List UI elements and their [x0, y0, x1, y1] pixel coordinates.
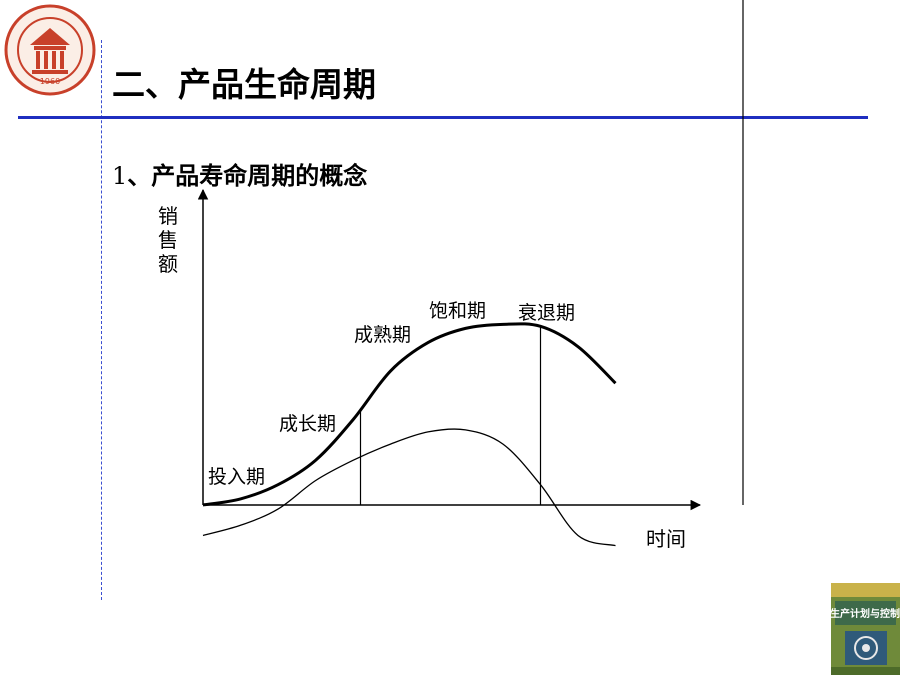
svg-text:生产计划与控制: 生产计划与控制: [831, 607, 900, 620]
section-heading: 1、产品寿命周期的概念: [112, 156, 367, 191]
stage-label-decline: 衰退期: [518, 302, 576, 324]
x-axis-label: 时间: [646, 527, 686, 551]
stage-label-saturation: 饱和期: [429, 300, 487, 322]
stage-label-maturity: 成熟期: [354, 324, 412, 346]
stage-label-introduction: 投入期: [208, 466, 266, 488]
title-underline: [18, 116, 868, 119]
y-axis-label: 销售额: [158, 204, 178, 276]
profit-curve: [202, 428, 616, 547]
page-title: 二、产品生命周期: [112, 65, 376, 104]
sales-curve: [202, 322, 617, 507]
book-cover-image: 生产计划与控制: [830, 583, 900, 675]
section-number: 1: [112, 162, 128, 190]
section-heading-text: 、产品寿命周期的概念: [127, 162, 368, 190]
vertical-guide-line: [101, 40, 102, 600]
stage-label-growth: 成长期: [279, 413, 337, 435]
svg-text:1960: 1960: [40, 77, 60, 86]
university-logo: 1960: [0, 0, 100, 100]
